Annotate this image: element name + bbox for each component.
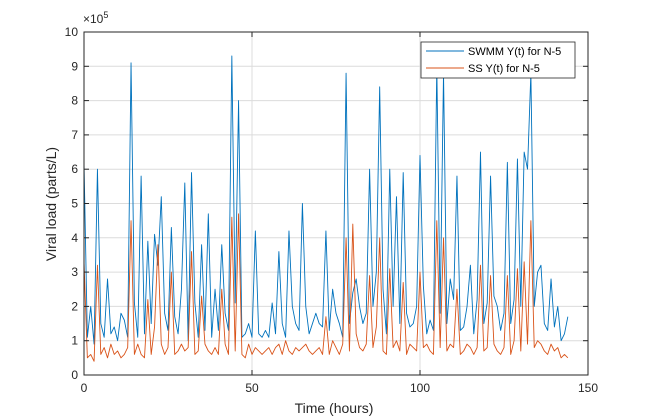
x-axis-label: Time (hours) xyxy=(295,400,374,416)
x-tick-label: 100 xyxy=(410,381,430,395)
y-tick-label: 6 xyxy=(71,162,78,176)
y-tick-label: 3 xyxy=(71,265,78,279)
y-tick-label: 2 xyxy=(71,299,78,313)
y-tick-label: 4 xyxy=(71,231,78,245)
axis-ticks: 0 50 100 150 0 1 2 3 4 5 6 7 8 9 10 xyxy=(65,25,599,395)
y-axis-label: Viral load (parts/L) xyxy=(43,147,59,261)
y-tick-label: 0 xyxy=(71,368,78,382)
x-tick-label: 0 xyxy=(81,381,88,395)
series-layer xyxy=(83,55,569,362)
y-tick-label: 7 xyxy=(71,128,78,142)
y-tick-label: 8 xyxy=(71,94,78,108)
y-tick-label: 9 xyxy=(71,59,78,73)
y-tick-label: 5 xyxy=(71,197,78,211)
series-line-ss xyxy=(83,213,569,362)
y-tick-label: 10 xyxy=(65,25,79,39)
y-tick-label: 1 xyxy=(71,334,78,348)
series-line-swmm xyxy=(83,55,569,345)
y-exponent-base: ×10 xyxy=(83,12,104,26)
y-axis-exponent: ×105 xyxy=(83,10,108,26)
y-exponent-power: 5 xyxy=(103,10,108,20)
grid xyxy=(83,31,589,376)
legend-box xyxy=(420,41,576,79)
legend: SWMM Y(t) for N-5 SS Y(t) for N-5 xyxy=(420,41,576,79)
x-tick-label: 50 xyxy=(245,381,259,395)
legend-label-swmm: SWMM Y(t) for N-5 xyxy=(468,46,561,58)
legend-label-ss: SS Y(t) for N-5 xyxy=(468,63,540,75)
x-tick-label: 150 xyxy=(578,381,598,395)
